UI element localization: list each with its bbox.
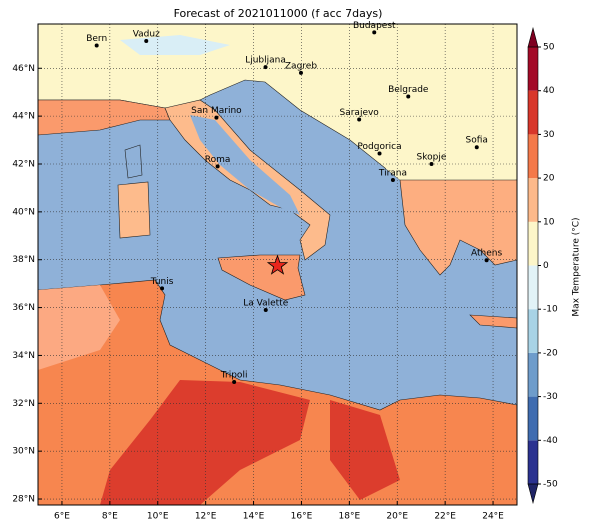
hot-zone (100, 380, 310, 505)
x-tick-label: 8°E (102, 512, 118, 522)
city-dot (214, 115, 219, 120)
x-tick-label: 14°E (243, 512, 265, 522)
city-dot (372, 30, 377, 35)
city-label: Vaduz (133, 29, 160, 39)
colorbar-under (527, 483, 539, 505)
city-dot (160, 286, 165, 291)
sicily (217, 254, 306, 301)
x-tick-label: 24°E (482, 512, 504, 522)
colorbar-segment (528, 90, 538, 135)
y-tick-label: 44°N (12, 112, 35, 122)
city-label: Skopje (417, 152, 447, 162)
france-coast (38, 99, 171, 136)
colorbar-tick-label: 30 (543, 130, 555, 140)
city-dot (215, 164, 220, 169)
city-label: Bern (86, 34, 107, 44)
colorbar-tick-label: 50 (543, 43, 555, 53)
colorbar-tick-label: -40 (543, 436, 558, 446)
city-label: Sofia (466, 136, 488, 146)
y-tick-label: 28°N (12, 495, 35, 505)
colorbar-tick-label: 0 (543, 261, 549, 271)
city-label: Podgorica (357, 142, 401, 152)
colorbar-segment (528, 134, 538, 179)
y-tick-label: 30°N (12, 447, 35, 457)
greece (399, 179, 517, 276)
city-label: Zagreb (285, 61, 317, 71)
y-tick-label: 34°N (12, 351, 35, 361)
y-tick-label: 38°N (12, 255, 35, 265)
city-label: Tirana (378, 169, 407, 179)
city-label: La Valette (243, 298, 288, 308)
city-dot (357, 117, 362, 122)
y-tick-label: 32°N (12, 399, 35, 409)
map-layers (38, 24, 517, 505)
city-label: San Marino (191, 106, 242, 116)
colorbar-segment (528, 352, 538, 397)
map-frame (37, 23, 518, 506)
city-dot (390, 178, 395, 183)
colorbar-tick-label: -50 (543, 480, 558, 490)
algeria-coast (38, 285, 120, 370)
corsica (124, 144, 143, 179)
sardinia (117, 181, 151, 239)
y-tick-label: 42°N (12, 159, 35, 169)
x-tick-label: 18°E (339, 512, 361, 522)
city-label: Athens (471, 249, 502, 259)
hot-zone (330, 400, 400, 500)
city-dot (263, 65, 268, 70)
colorbar-tick-label: -30 (543, 392, 558, 402)
city-dot (484, 258, 489, 263)
colorbar-segment (528, 178, 538, 222)
city-label: Belgrade (388, 85, 429, 95)
colorbar-label: Max Temperature (°C) (572, 217, 582, 316)
city-dot (429, 161, 434, 166)
overlay: 6°E 8°E 10°E 12°E 14°E 16°E 18°E 20°E 22°E 24°E 28… (12, 21, 558, 522)
marker-star (266, 254, 289, 275)
city-dot (474, 145, 479, 150)
city-label: Sarajevo (340, 108, 380, 118)
y-tick-label: 40°N (12, 207, 35, 217)
city-dot (377, 151, 382, 156)
y-tick-label: 46°N (12, 64, 35, 74)
city-dot (144, 38, 149, 43)
colorbar-segment (528, 47, 538, 91)
city-label: Budapest (353, 21, 396, 31)
city-label: Ljubljana (245, 56, 286, 66)
colorbar-segment (528, 309, 538, 353)
title: Forecast of 2021011000 (f acc 7days) (174, 7, 383, 20)
x-tick-label: 10°E (147, 512, 169, 522)
colorbar-segment (528, 221, 538, 266)
colorbar-tick-label: 10 (543, 217, 555, 227)
colorbar-segment (528, 440, 538, 484)
city-label: Tunis (150, 277, 174, 287)
colorbar-segment (528, 396, 538, 441)
city-label: Tripoli (220, 370, 248, 380)
x-tick-label: 6°E (54, 512, 70, 522)
city-dot (298, 70, 303, 75)
colorbar-over (527, 26, 539, 48)
y-tick-label: 36°N (12, 303, 35, 313)
city-dot (94, 43, 99, 48)
x-tick-label: 12°E (195, 512, 217, 522)
colorbar-segment (528, 265, 538, 310)
crete (469, 314, 517, 329)
colorbar-tick-label: 40 (543, 86, 555, 96)
apennines (190, 115, 300, 215)
x-tick-label: 16°E (291, 512, 313, 522)
x-tick-label: 20°E (386, 512, 408, 522)
x-tick-label: 22°E (434, 512, 456, 522)
colorbar-tick-label: -20 (543, 348, 558, 358)
colorbar-tick-label: 20 (543, 174, 555, 184)
city-dot (263, 307, 268, 312)
city-dot (406, 94, 411, 99)
city-label: Roma (205, 155, 231, 165)
city-dot (232, 379, 237, 384)
colorbar-tick-label: -10 (543, 305, 558, 315)
